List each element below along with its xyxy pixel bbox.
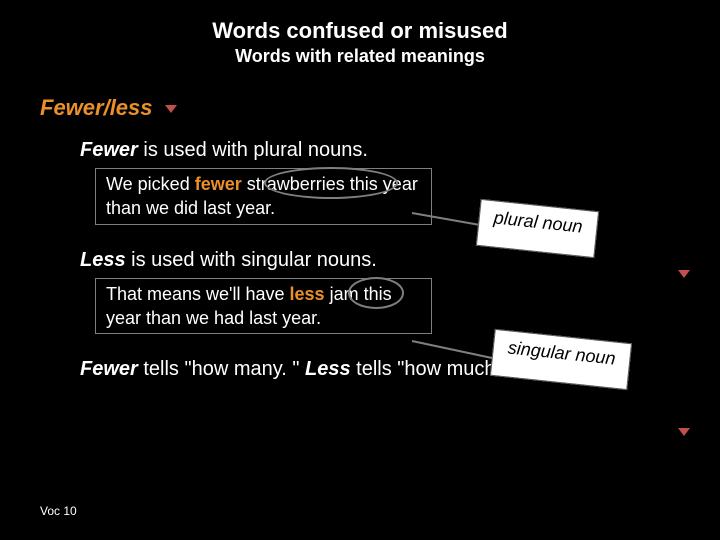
example-less-box: That means we'll have less jam this year… [95, 278, 432, 335]
callout-plural-text: plural noun [493, 207, 584, 236]
rule-fewer-rest: is used with plural nouns. [138, 139, 368, 161]
chevron-down-icon [678, 428, 690, 436]
rule3-mid: tells "how many. " [138, 358, 305, 380]
chevron-down-icon [678, 270, 690, 278]
slide-subtitle: Words with related meanings [0, 46, 720, 67]
section-label: Fewer/less [40, 95, 153, 120]
callout-singular-text: singular noun [507, 337, 617, 368]
section-header: Fewer/less [40, 95, 720, 121]
rule-fewer: Fewer is used with plural nouns. [80, 139, 720, 162]
rule-less-rest: is used with singular nouns. [126, 249, 377, 271]
connector-2 [412, 340, 497, 360]
ex1-pre: We picked [106, 174, 195, 194]
example-fewer-box: We picked fewer strawberries this year t… [95, 168, 432, 225]
rule-fewer-em: Fewer [80, 139, 138, 161]
ex2-pre: That means we'll have [106, 284, 290, 304]
rule-less: Less is used with singular nouns. [80, 249, 720, 272]
rule3-post: tells "how much. " [351, 358, 514, 380]
slide-footer: Voc 10 [40, 504, 77, 518]
rule3-em2: Less [305, 358, 351, 380]
slide-title: Words confused or misused [0, 0, 720, 44]
ex2-highlight: less [290, 284, 325, 304]
ellipse-strawberries [264, 167, 398, 199]
rule-less-em: Less [80, 249, 126, 271]
rule3-em1: Fewer [80, 358, 138, 380]
chevron-down-icon [165, 105, 177, 113]
rule-summary: Fewer tells "how many. " Less tells "how… [80, 358, 560, 381]
ellipse-jam [348, 277, 404, 309]
ex1-highlight: fewer [195, 174, 242, 194]
